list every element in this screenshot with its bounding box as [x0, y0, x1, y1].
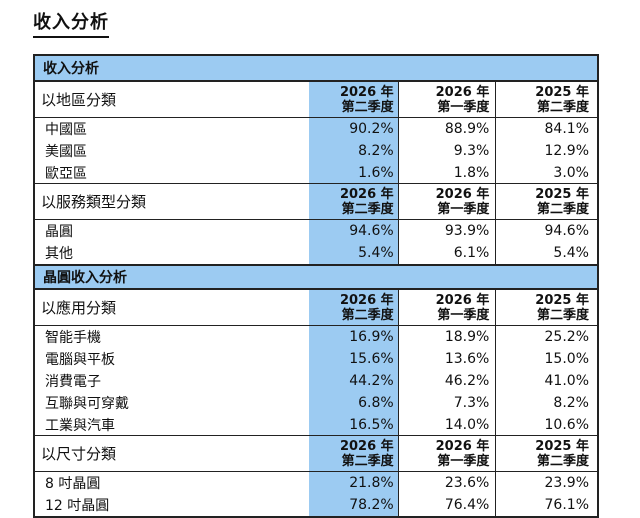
group-header-application: 以應用分類 2026 年第二季度 2026 年第一季度 2025 年第二季度: [35, 290, 597, 326]
group-header-service-type: 以服務類型分類 2026 年第二季度 2026 年第一季度 2025 年第二季度: [35, 184, 597, 220]
column-header: 2026 年第一季度: [397, 290, 496, 325]
column-header: 2026 年第一季度: [397, 436, 496, 471]
group-header-size: 以尺寸分類 2026 年第二季度 2026 年第一季度 2025 年第二季度: [35, 436, 597, 472]
column-header: 2025 年第二季度: [495, 82, 597, 117]
table-row: 其他 5.4% 6.1% 5.4%: [35, 242, 597, 264]
column-header: 2026 年第二季度: [339, 438, 394, 469]
column-header: 2026 年第二季度: [339, 292, 394, 323]
highlight-column: [309, 82, 399, 516]
column-header: 2026 年第二季度: [339, 186, 394, 217]
group-header-region: 以地區分類 2026 年第二季度 2026 年第一季度 2025 年第二季度: [35, 82, 597, 118]
column-header: 2025 年第二季度: [495, 436, 597, 471]
revenue-table: 收入分析 以地區分類 2026 年第二季度 2026 年第一季度 2025 年第…: [33, 54, 599, 518]
table-row: 消費電子 44.2% 46.2% 41.0%: [35, 370, 597, 392]
group-label: 以尺寸分類: [41, 445, 117, 463]
column-header: 2026 年第一季度: [397, 82, 496, 117]
section-header-wafer-revenue: 晶圓收入分析: [35, 264, 597, 290]
table-row: 工業與汽車 16.5% 14.0% 10.6%: [35, 414, 597, 436]
table-row: 晶圓 94.6% 93.9% 94.6%: [35, 220, 597, 242]
page-title: 收入分析: [33, 8, 109, 38]
table-row: 12 吋晶圓 78.2% 76.4% 76.1%: [35, 494, 597, 516]
table-row: 互聯與可穿戴 6.8% 7.3% 8.2%: [35, 392, 597, 414]
table-row: 中國區 90.2% 88.9% 84.1%: [35, 118, 597, 140]
group-label: 以服務類型分類: [41, 193, 147, 211]
group-label: 以應用分類: [41, 299, 117, 317]
table-row: 美國區 8.2% 9.3% 12.9%: [35, 140, 597, 162]
column-header: 2025 年第二季度: [495, 290, 597, 325]
section-header-revenue: 收入分析: [35, 56, 597, 82]
table-row: 歐亞區 1.6% 1.8% 3.0%: [35, 162, 597, 184]
table-row: 智能手機 16.9% 18.9% 25.2%: [35, 326, 597, 348]
table-row: 電腦與平板 15.6% 13.6% 15.0%: [35, 348, 597, 370]
column-header: 2026 年第二季度: [339, 84, 394, 115]
column-header: 2025 年第二季度: [495, 184, 597, 219]
column-header: 2026 年第一季度: [397, 184, 496, 219]
table-row: 8 吋晶圓 21.8% 23.6% 23.9%: [35, 472, 597, 494]
group-label: 以地區分類: [41, 91, 117, 109]
